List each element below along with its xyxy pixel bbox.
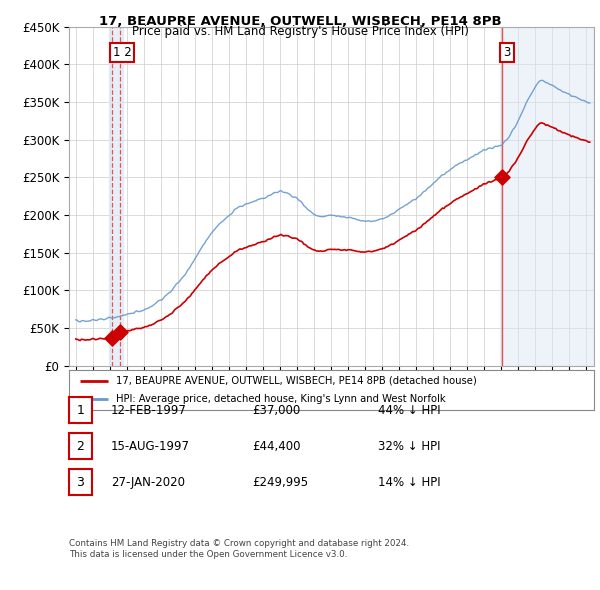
Text: This data is licensed under the Open Government Licence v3.0.: This data is licensed under the Open Gov… [69, 550, 347, 559]
Text: Price paid vs. HM Land Registry's House Price Index (HPI): Price paid vs. HM Land Registry's House … [131, 25, 469, 38]
Text: Contains HM Land Registry data © Crown copyright and database right 2024.: Contains HM Land Registry data © Crown c… [69, 539, 409, 548]
Point [497, 173, 506, 182]
Text: £249,995: £249,995 [252, 476, 308, 489]
Text: 3: 3 [503, 47, 511, 60]
Text: 14% ↓ HPI: 14% ↓ HPI [378, 476, 440, 489]
Bar [500, 27, 594, 366]
Text: 1 2: 1 2 [113, 47, 131, 60]
Point [107, 333, 116, 343]
Text: 17, BEAUPRE AVENUE, OUTWELL, WISBECH, PE14 8PB (detached house): 17, BEAUPRE AVENUE, OUTWELL, WISBECH, PE… [116, 376, 477, 386]
Text: 17, BEAUPRE AVENUE, OUTWELL, WISBECH, PE14 8PB: 17, BEAUPRE AVENUE, OUTWELL, WISBECH, PE… [98, 15, 502, 28]
Text: 15-AUG-1997: 15-AUG-1997 [111, 440, 190, 453]
Text: 1: 1 [76, 404, 85, 417]
Text: HPI: Average price, detached house, King's Lynn and West Norfolk: HPI: Average price, detached house, King… [116, 394, 446, 404]
Text: 12-FEB-1997: 12-FEB-1997 [111, 404, 187, 417]
Point [116, 327, 125, 337]
Text: 2: 2 [76, 440, 85, 453]
Text: £44,400: £44,400 [252, 440, 301, 453]
Text: 32% ↓ HPI: 32% ↓ HPI [378, 440, 440, 453]
Bar [109, 27, 123, 366]
Text: 3: 3 [76, 476, 85, 489]
Text: £37,000: £37,000 [252, 404, 300, 417]
Text: 44% ↓ HPI: 44% ↓ HPI [378, 404, 440, 417]
Text: 27-JAN-2020: 27-JAN-2020 [111, 476, 185, 489]
